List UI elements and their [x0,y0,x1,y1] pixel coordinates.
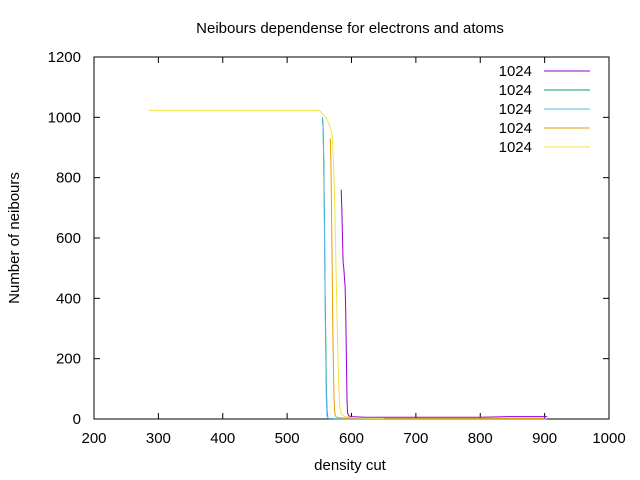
y-tick-label: 1200 [48,49,81,66]
legend-label: 1024 [499,101,532,118]
x-tick-label: 1000 [592,430,625,447]
x-tick-label: 900 [532,430,557,447]
x-tick-label: 400 [210,430,235,447]
legend-label: 1024 [499,120,532,137]
y-tick-label: 400 [56,290,81,307]
y-tick-label: 0 [73,411,81,428]
series-line-2 [322,117,548,420]
legend-label: 1024 [499,82,532,99]
series-line-4 [329,138,545,419]
x-tick-label: 800 [468,430,493,447]
x-tick-label: 500 [275,430,300,447]
legend-label: 1024 [499,139,532,156]
x-axis-label: density cut [314,457,387,474]
x-tick-label: 700 [403,430,428,447]
series-line-5 [148,109,384,419]
series-line-3 [322,117,548,420]
legend: 1024 1024 1024 1024 1024 [499,63,590,156]
y-tick-label: 200 [56,351,81,368]
x-tick-label: 200 [81,430,106,447]
y-tick-label: 800 [56,170,81,187]
legend-label: 1024 [499,63,532,80]
series-line-1 [340,189,548,418]
series-group [148,109,548,420]
x-axis: 200 300 400 500 600 700 800 900 1000 [81,57,626,447]
y-tick-label: 600 [56,230,81,247]
y-tick-label: 1000 [48,109,81,126]
x-tick-label: 600 [339,430,364,447]
x-tick-label: 300 [146,430,171,447]
y-axis-label: Number of neibours [6,172,23,304]
chart-title: Neibours dependense for electrons and at… [196,20,504,37]
y-axis: 0 200 400 600 800 1000 1200 [48,49,609,428]
